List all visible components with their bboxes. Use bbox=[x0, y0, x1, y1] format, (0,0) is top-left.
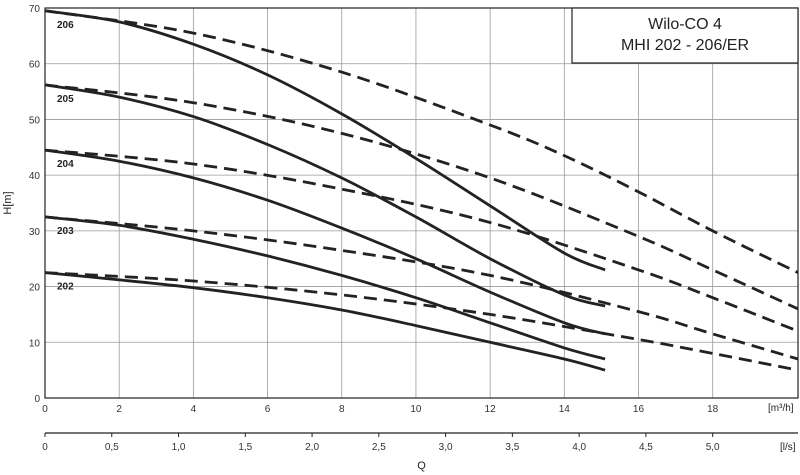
curve-label: 203 bbox=[57, 226, 74, 237]
curve-label: 204 bbox=[57, 159, 74, 170]
y-axis-label: H[m] bbox=[2, 191, 14, 214]
curve-label: 202 bbox=[57, 282, 74, 293]
curve-203-solid bbox=[44, 215, 606, 361]
plot-frame bbox=[44, 7, 799, 399]
curve-202-solid bbox=[44, 271, 606, 372]
y-tick-label: 60 bbox=[29, 60, 41, 71]
curve-204-dashed bbox=[44, 148, 799, 333]
x2-tick-label: 2,5 bbox=[372, 442, 386, 453]
x2-tick-label: 1,5 bbox=[238, 442, 252, 453]
curve-205-solid bbox=[44, 83, 606, 308]
x2-tick-label: 1,0 bbox=[172, 442, 186, 453]
x2-tick-label: 2,0 bbox=[305, 442, 319, 453]
x2-tick-label: 0,5 bbox=[105, 442, 119, 453]
secondary-x-ticks: 0 0,5 1,0 1,5 2,0 2,5 3,0 3,5 4,0 4,5 5,0 bbox=[42, 433, 720, 453]
x-tick-label: 0 bbox=[42, 404, 48, 415]
y-tick-label: 30 bbox=[29, 227, 41, 238]
y-tick-label: 50 bbox=[29, 115, 41, 126]
x-tick-label: 16 bbox=[633, 404, 645, 415]
curve-label: 206 bbox=[57, 20, 74, 31]
x-tick-label: 18 bbox=[707, 404, 719, 415]
x-axis-label: Q bbox=[417, 460, 426, 472]
x-tick-label: 12 bbox=[485, 404, 497, 415]
y-tick-labels: 0 10 20 30 40 50 60 70 bbox=[29, 4, 41, 405]
chart-title-line-2: MHI 202 - 206/ER bbox=[621, 37, 749, 54]
y-tick-label: 20 bbox=[29, 283, 41, 294]
x2-tick-label: 5,0 bbox=[706, 442, 720, 453]
y-tick-label: 10 bbox=[29, 338, 41, 349]
x-tick-label: 10 bbox=[410, 404, 422, 415]
x2-tick-label: 4,0 bbox=[572, 442, 586, 453]
x-tick-label: 8 bbox=[339, 404, 345, 415]
title-box: Wilo-CO 4 MHI 202 - 206/ER bbox=[571, 7, 799, 64]
x2-tick-label: 0 bbox=[42, 442, 48, 453]
x-axis-unit-ls: [l/s] bbox=[780, 442, 796, 453]
x-tick-label: 2 bbox=[116, 404, 122, 415]
x-tick-label: 6 bbox=[265, 404, 271, 415]
curve-204-solid bbox=[44, 148, 606, 336]
x-tick-label: 14 bbox=[559, 404, 571, 415]
chart-title-line-1: Wilo-CO 4 bbox=[648, 16, 722, 33]
x-tick-label: 4 bbox=[191, 404, 197, 415]
grid bbox=[45, 8, 798, 398]
curve-205-dashed bbox=[44, 83, 799, 311]
y-tick-label: 0 bbox=[34, 394, 40, 405]
curve-206-dashed bbox=[44, 9, 799, 274]
x2-tick-label: 4,5 bbox=[639, 442, 653, 453]
title-box-frame bbox=[571, 7, 799, 64]
y-tick-label: 70 bbox=[29, 4, 41, 15]
curve-labels: 206 205 204 203 202 bbox=[57, 20, 74, 293]
x2-tick-label: 3,0 bbox=[439, 442, 453, 453]
x-tick-labels: 0 2 4 6 8 10 12 14 16 18 bbox=[42, 404, 718, 415]
y-tick-label: 40 bbox=[29, 171, 41, 182]
x2-tick-label: 3,5 bbox=[505, 442, 519, 453]
curve-203-dashed bbox=[44, 215, 799, 361]
curves bbox=[44, 9, 799, 372]
x-axis-unit-m3h: [m³/h] bbox=[768, 403, 794, 414]
curve-202-dashed bbox=[44, 271, 799, 372]
curve-label: 205 bbox=[57, 94, 74, 105]
curve-206-solid bbox=[44, 9, 606, 272]
